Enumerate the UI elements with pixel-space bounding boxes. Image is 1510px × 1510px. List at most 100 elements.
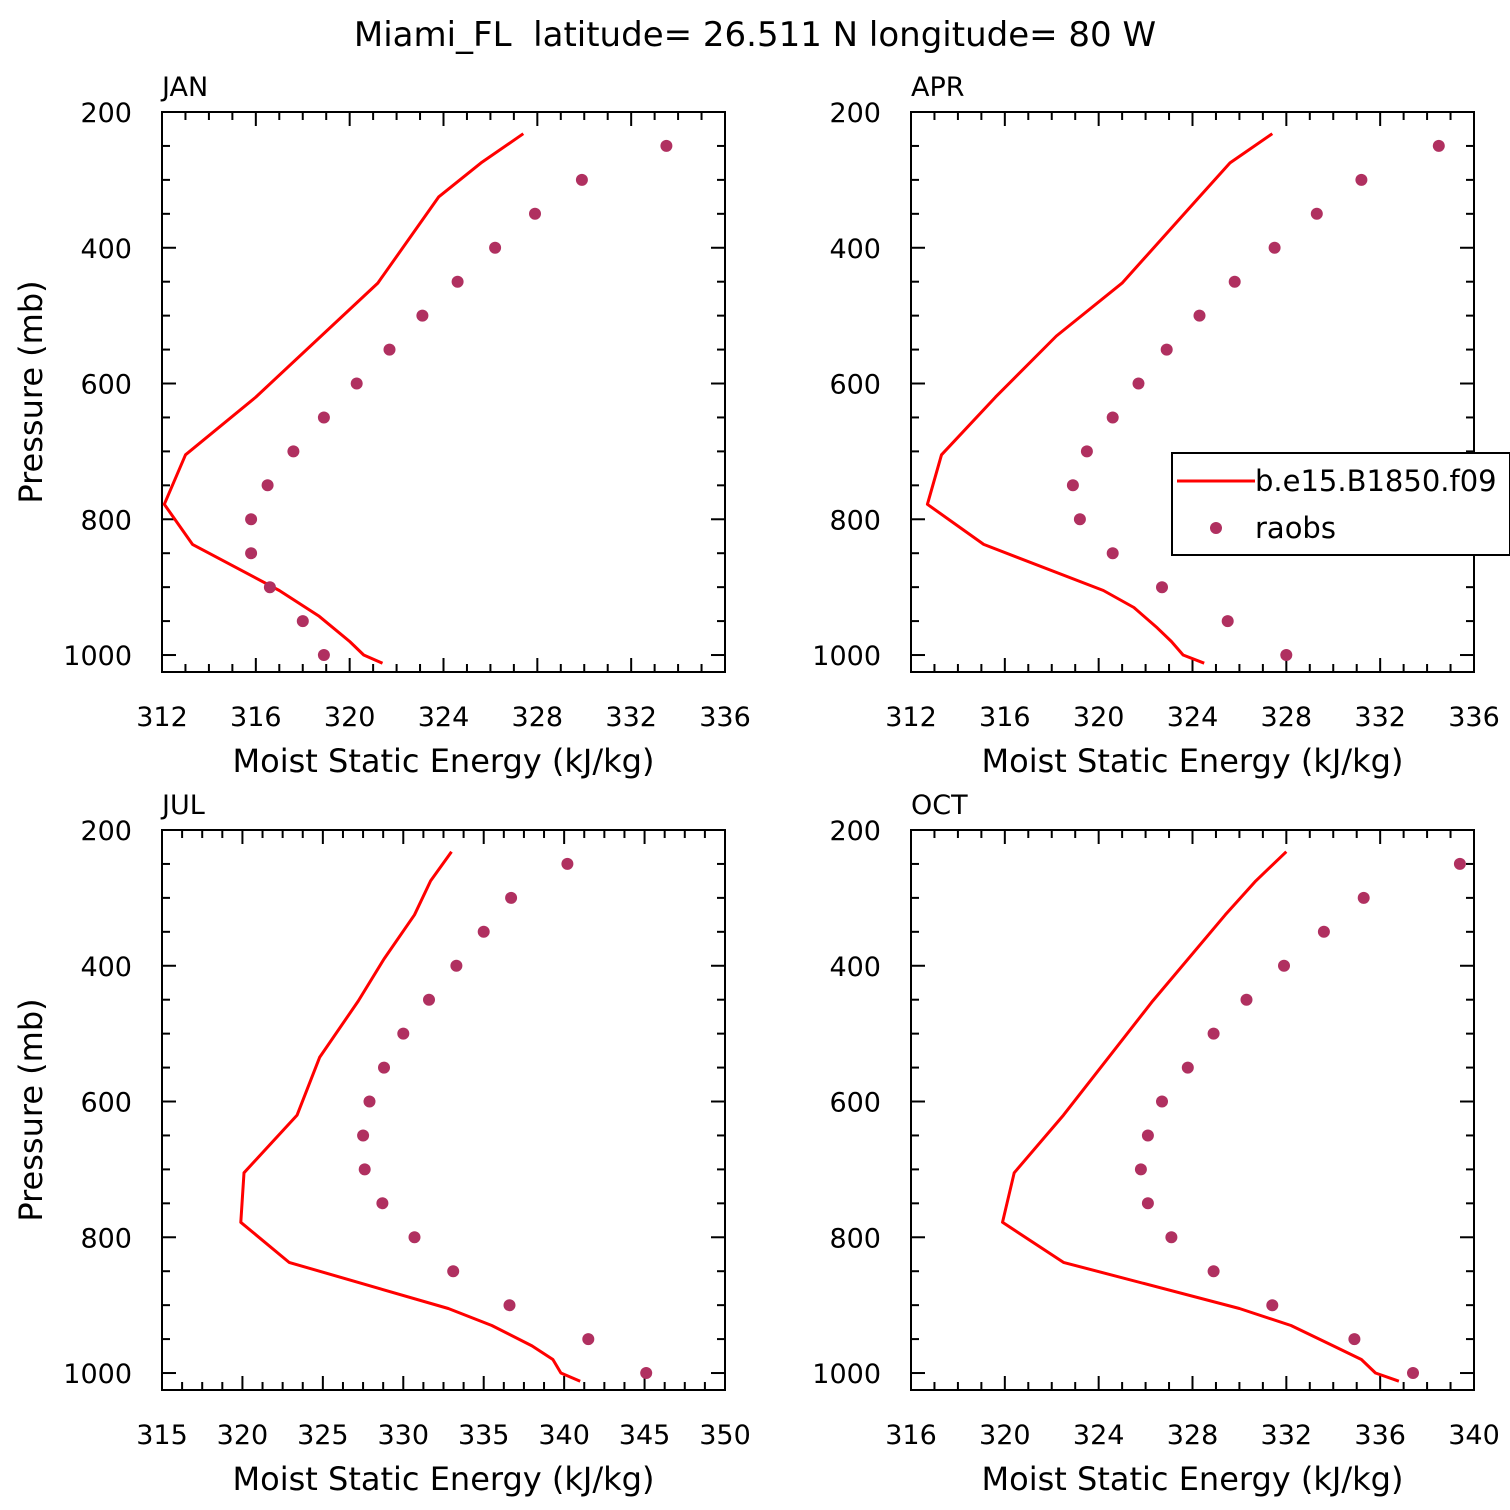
raobs-point [358, 1163, 371, 1176]
x-tick-label: 316 [979, 702, 1031, 733]
x-tick-label: 320 [324, 702, 376, 733]
x-tick-label: 320 [979, 1420, 1031, 1451]
model-line [925, 132, 1274, 665]
raobs-point [1280, 649, 1293, 661]
raobs-point [317, 411, 330, 424]
figure-title: Miami_FL latitude= 26.511 N longitude= 8… [354, 15, 1156, 55]
x-tick-label: 336 [1448, 702, 1500, 733]
raobs-point [1266, 1299, 1279, 1312]
y-tick-label: 1000 [812, 1359, 881, 1390]
x-tick-label: 332 [605, 702, 657, 733]
y-tick-label: 600 [80, 1088, 132, 1119]
raobs-point [1228, 275, 1241, 288]
legend-line-label: b.e15.B1850.f09 [1255, 464, 1497, 498]
x-tick-label: 336 [1354, 1420, 1406, 1451]
y-axis-label: Pressure (mb) [12, 998, 50, 1221]
raobs-point [1132, 377, 1145, 390]
panel-jul: 315 320 325 330 335 340 345 350 200 400 600 800 1000… [12, 790, 751, 1498]
raobs-point [363, 1095, 376, 1108]
x-tick-label: 340 [1448, 1420, 1500, 1451]
raobs-point [423, 993, 435, 1006]
legend-box [1171, 452, 1510, 556]
y-tick-label: 1000 [63, 641, 132, 672]
x-axis-label: Moist Static Energy (kJ/kg) [982, 1460, 1404, 1498]
raobs-point [477, 925, 490, 938]
y-tick-label: 200 [80, 98, 132, 129]
raobs-point [1407, 1367, 1419, 1379]
y-tick-label: 600 [829, 1088, 881, 1119]
x-axis-label: Moist Static Energy (kJ/kg) [233, 1460, 655, 1498]
y-tick-label: 400 [829, 234, 881, 265]
raobs-point [383, 343, 396, 356]
x-tick-label: 345 [619, 1420, 671, 1451]
raobs-point [1066, 479, 1079, 492]
x-tick-label: 325 [297, 1420, 349, 1451]
raobs-point [261, 479, 274, 492]
raobs-point [450, 959, 463, 972]
panel-title: OCT [911, 790, 968, 821]
x-tick-label: 324 [418, 702, 470, 733]
raobs-point [245, 513, 258, 526]
x-tick-label: 312 [885, 702, 937, 733]
panel-oct: 316 320 324 328 332 336 340 200 400 600 800 1000 OCT… [812, 790, 1499, 1498]
raobs-point [1268, 241, 1281, 254]
x-tick-label: 340 [538, 1420, 590, 1451]
y-tick-label: 1000 [63, 1359, 132, 1390]
raobs-point [1193, 309, 1206, 322]
raobs-point [1432, 139, 1445, 152]
raobs-point [245, 547, 258, 560]
raobs-point [575, 173, 588, 186]
raobs-point [582, 1333, 595, 1346]
raobs-point [1106, 411, 1119, 424]
raobs-point [1141, 1197, 1154, 1210]
raobs-point [1134, 1163, 1147, 1176]
raobs-point [416, 309, 429, 322]
x-tick-label: 330 [378, 1420, 430, 1451]
raobs-point [503, 1299, 516, 1312]
raobs-point [357, 1129, 370, 1142]
x-tick-label: 328 [1261, 702, 1313, 733]
x-tick-label: 332 [1261, 1420, 1313, 1451]
model-line [1001, 850, 1400, 1383]
x-tick-label: 328 [1167, 1420, 1219, 1451]
raobs-point [1453, 857, 1466, 870]
legend: b.e15.B1850.f09 raobs [1171, 452, 1510, 556]
x-tick-label: 328 [512, 702, 564, 733]
x-tick-label: 332 [1354, 702, 1406, 733]
x-tick-label: 335 [458, 1420, 510, 1451]
y-tick-label: 600 [80, 370, 132, 401]
raobs-point [505, 891, 518, 904]
raobs-point [561, 857, 574, 870]
raobs-point [263, 581, 276, 594]
raobs-point [447, 1265, 460, 1278]
y-tick-label: 400 [80, 234, 132, 265]
x-tick-label: 336 [699, 702, 751, 733]
x-tick-label: 324 [1167, 702, 1219, 733]
raobs-point [1080, 445, 1093, 458]
x-tick-label: 320 [217, 1420, 269, 1451]
raobs-point [287, 445, 300, 458]
legend-dot-swatch [1210, 522, 1222, 534]
y-tick-label: 1000 [812, 641, 881, 672]
raobs-point [1317, 925, 1330, 938]
y-tick-label: 200 [80, 816, 132, 847]
raobs-point [1278, 959, 1290, 972]
raobs-point [451, 275, 464, 288]
x-axis-label: Moist Static Energy (kJ/kg) [982, 742, 1404, 780]
x-axis-label: Moist Static Energy (kJ/kg) [233, 742, 655, 780]
raobs-point [296, 615, 309, 628]
model-line [162, 132, 525, 665]
raobs-point [397, 1027, 410, 1040]
raobs-point [408, 1231, 421, 1244]
raobs-point [1357, 891, 1370, 904]
x-tick-label: 316 [230, 702, 282, 733]
raobs-point [1165, 1231, 1178, 1244]
model-line [239, 850, 581, 1383]
raobs-point [529, 207, 541, 220]
panel-title: APR [911, 72, 965, 103]
raobs-point [350, 377, 363, 390]
raobs-point [1310, 207, 1323, 220]
raobs-point [489, 241, 502, 254]
raobs-point [1207, 1027, 1220, 1040]
